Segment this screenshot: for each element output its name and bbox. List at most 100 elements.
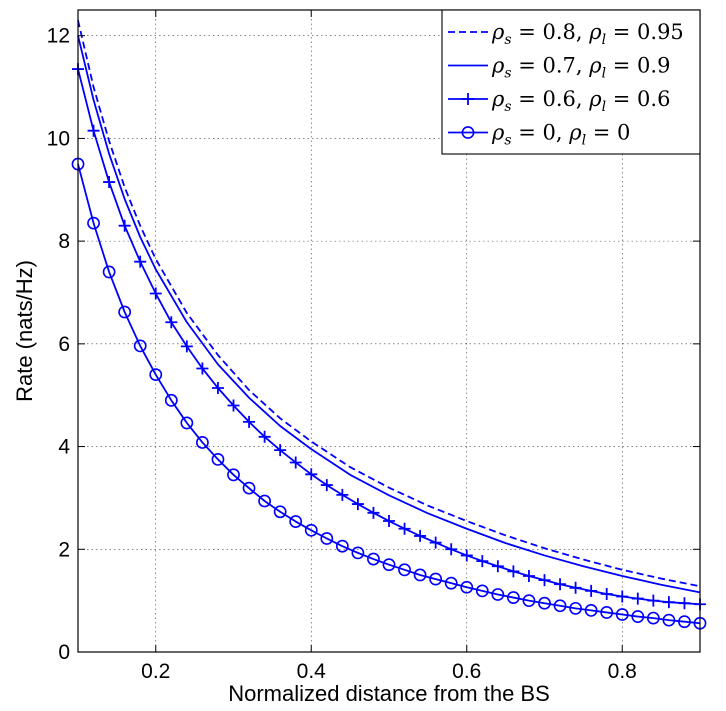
series-2: [72, 63, 706, 611]
series-2-point-21: [398, 522, 411, 535]
legend-label-2: ρs = 0.6, ρl = 0.6: [491, 87, 670, 115]
series-3-point-4: [133, 339, 147, 353]
x-tick-label-3: 0.8: [608, 660, 637, 683]
series-2-point-33: [585, 584, 598, 597]
series-3-point-10: [227, 468, 240, 482]
series-2-point-11: [243, 415, 256, 428]
series-2-point-14: [289, 456, 302, 469]
y-tick-label-6: 12: [47, 25, 70, 48]
series-0: [77, 20, 701, 588]
legend: ρs = 0.8, ρl = 0.95 ρs = 0.7, ρl = 0.9 ρs …: [441, 9, 701, 155]
series-3-point-7: [180, 416, 194, 430]
series-3-point-33: [584, 603, 598, 617]
series-2-point-6: [165, 316, 178, 329]
series-3-point-37: [646, 611, 660, 625]
series-3-point-30: [538, 596, 551, 610]
series-2-point-2: [103, 176, 116, 189]
series-2-point-1: [87, 124, 100, 137]
series-2-point-37: [647, 594, 660, 607]
series-2-point-39: [678, 597, 691, 610]
series-3-point-3: [118, 305, 132, 319]
series-3-point-8: [195, 436, 209, 449]
series-2-point-24: [445, 543, 458, 556]
series-3-point-18: [351, 546, 365, 560]
series-2-point-30: [538, 574, 551, 587]
series-3-point-14: [289, 515, 303, 528]
series-3-point-34: [600, 606, 614, 619]
series-3-point-22: [413, 568, 427, 582]
series-3-point-29: [522, 594, 536, 608]
series-3-point-36: [631, 610, 645, 623]
series-3-point-25: [460, 580, 474, 594]
x-tick-label-0: 0.2: [141, 660, 170, 683]
series-3-point-17: [335, 539, 349, 553]
series-2-point-36: [631, 592, 644, 605]
series-3-point-35: [615, 608, 629, 621]
series-3-point-16: [320, 532, 334, 545]
series-2-point-4: [134, 255, 147, 268]
series-2-point-3: [118, 219, 131, 232]
series-3-point-2: [102, 265, 116, 279]
series-3-point-28: [507, 591, 520, 604]
series-2-point-27: [491, 560, 504, 573]
series-3-point-32: [569, 601, 582, 615]
series-3-point-9: [211, 452, 225, 466]
legend-label-0: ρs = 0.8, ρl = 0.95: [491, 20, 684, 48]
series-line-3: [77, 163, 701, 625]
plot-series: [71, 20, 707, 630]
series-2-point-15: [305, 468, 318, 481]
series-3-point-38: [662, 613, 676, 627]
y-tick-label-3: 6: [58, 333, 70, 356]
series-2-point-12: [258, 430, 271, 443]
series-3-point-27: [491, 588, 505, 601]
series-2-point-34: [600, 587, 613, 600]
series-2-point-23: [429, 536, 442, 549]
series-3-point-26: [475, 584, 489, 598]
series-3: [71, 157, 707, 630]
series-3-point-21: [398, 563, 411, 577]
series-2-point-38: [662, 596, 675, 609]
series-2-point-7: [180, 340, 193, 353]
y-tick-label-4: 8: [58, 230, 70, 253]
series-2-point-31: [554, 578, 567, 591]
series-3-point-20: [382, 558, 396, 572]
legend-label-3: ρs = 0, ρl = 0: [491, 121, 630, 149]
plot-frame: [77, 9, 701, 653]
series-3-point-1: [87, 216, 100, 230]
series-line-1: [77, 35, 701, 594]
series-2-point-17: [336, 488, 349, 501]
series-2-point-20: [383, 515, 395, 528]
axis-ticks: 0.2 0.4 0.6 0.8 0 2 4 6 8 10 12: [47, 10, 700, 683]
series-2-point-10: [227, 399, 240, 412]
series-2-point-5: [149, 287, 162, 300]
series-3-point-31: [553, 599, 567, 613]
series-3-point-15: [304, 523, 318, 537]
series-2-point-18: [351, 498, 364, 511]
y-tick-label-5: 10: [47, 127, 70, 150]
series-3-point-11: [242, 481, 256, 495]
series-2-point-22: [414, 529, 427, 542]
x-tick-label-2: 0.6: [452, 660, 481, 683]
series-3-point-19: [367, 552, 380, 566]
y-axis-label: Rate (nats/Hz): [12, 260, 37, 402]
x-tick-label-1: 0.4: [297, 660, 327, 683]
legend-marker-3: [461, 126, 475, 139]
x-axis-label: Normalized distance from the BS: [228, 681, 550, 706]
series-2-point-35: [616, 590, 629, 603]
series-2-point-8: [196, 362, 209, 375]
series-line-0: [77, 20, 701, 588]
series-2-point-28: [507, 565, 520, 578]
legend-label-1: ρs = 0.7, ρl = 0.9: [491, 54, 670, 82]
y-tick-label-1: 2: [58, 538, 70, 561]
legend-box: [441, 9, 701, 155]
series-3-point-5: [149, 368, 163, 382]
series-2-point-13: [274, 444, 287, 457]
legend-marker-2: [462, 93, 474, 105]
series-3-point-6: [164, 393, 178, 407]
series-2-point-19: [367, 506, 380, 519]
grid: [78, 10, 700, 652]
series-2-point-32: [569, 581, 582, 594]
series-3-point-23: [429, 572, 443, 586]
series-3-point-13: [273, 505, 287, 519]
